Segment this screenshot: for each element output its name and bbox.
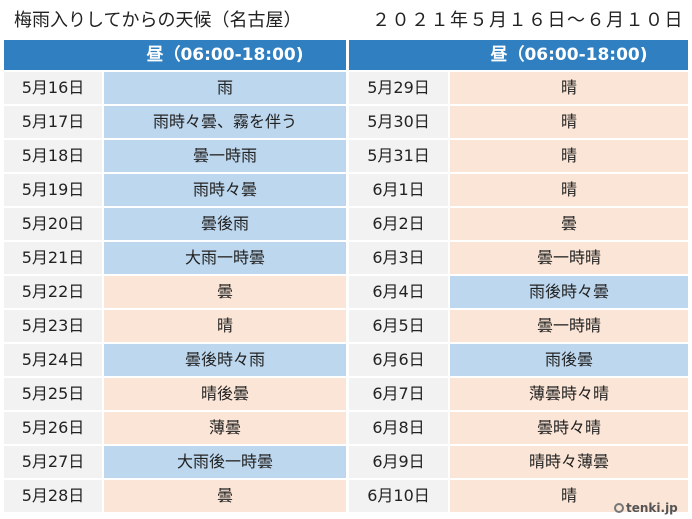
- table-row: 6月10日晴: [0, 480, 692, 512]
- table-row: 5月31日晴: [0, 140, 692, 172]
- header-right: 昼（06:00-18:00): [349, 40, 688, 70]
- left-weather-cell: 曇: [104, 480, 346, 512]
- right-weather-cell: 曇時々晴: [450, 412, 688, 444]
- left-weather-cell: 曇一時雨: [104, 140, 346, 172]
- left-weather-cell: 雨時々曇、霧を伴う: [104, 106, 346, 138]
- header-left: 昼（06:00-18:00): [4, 40, 346, 70]
- title-main: 梅雨入りしてからの天候（名古屋）: [14, 10, 302, 31]
- left-date-cell: 5月28日: [4, 480, 102, 512]
- table-row: 6月5日 曇一時晴: [0, 310, 692, 342]
- right-weather-cell: 雨後時々曇: [450, 276, 688, 308]
- right-weather-cell: 晴: [450, 140, 688, 172]
- table-row: 5月29日晴: [0, 72, 692, 104]
- title-date-range: ２０２１年５月１６日～６月１０日: [372, 10, 684, 31]
- left-date-cell: 5月23日: [4, 310, 102, 342]
- left-weather-cell: 薄曇: [104, 412, 346, 444]
- right-weather-cell: 曇: [450, 208, 688, 240]
- left-date-cell: 5月17日: [4, 106, 102, 138]
- right-date-cell: 6月8日: [349, 412, 448, 444]
- left-date-cell: 5月18日: [4, 140, 102, 172]
- tenki-logo-icon: [614, 503, 624, 513]
- page-title: 梅雨入りしてからの天候（名古屋） ２０２１年５月１６日～６月１０日: [14, 6, 684, 36]
- table-row: 5月20日 曇後雨: [0, 208, 692, 240]
- left-weather-cell: 曇後雨: [104, 208, 346, 240]
- table-row: 6月2日曇: [0, 208, 692, 240]
- table-row: 5月22日曇: [0, 276, 692, 308]
- right-date-cell: 5月31日: [349, 140, 448, 172]
- left-weather-cell: 曇: [104, 276, 346, 308]
- right-weather-cell: 薄曇時々晴: [450, 378, 688, 410]
- table-row: 5月30日晴: [0, 106, 692, 138]
- logo-text: tenki.jp: [626, 501, 678, 515]
- left-weather-cell: 大雨後一時曇: [104, 446, 346, 478]
- table-row: 6月7日 薄曇時々晴: [0, 378, 692, 410]
- right-weather-cell: 曇一時晴: [450, 310, 688, 342]
- left-weather-cell: 大雨一時曇: [104, 242, 346, 274]
- table-row: 5月18日 曇一時雨: [0, 140, 692, 172]
- table-row: 6月6日 雨後曇: [0, 344, 692, 376]
- table-row: 5月23日晴: [0, 310, 692, 342]
- right-date-cell: 6月2日: [349, 208, 448, 240]
- right-date-cell: 5月30日: [349, 106, 448, 138]
- left-weather-cell: 雨: [104, 72, 346, 104]
- left-date-cell: 5月24日: [4, 344, 102, 376]
- table-row: 5月24日 曇後時々雨: [0, 344, 692, 376]
- table-row: 5月21日 大雨一時曇: [0, 242, 692, 274]
- table-row: 6月4日 雨後時々曇: [0, 276, 692, 308]
- header-left-label: 昼（06:00-18:00): [146, 45, 304, 65]
- right-weather-cell: 曇一時晴: [450, 242, 688, 274]
- right-date-cell: 6月4日: [349, 276, 448, 308]
- table-row: 6月9日 晴時々薄曇: [0, 446, 692, 478]
- right-date-cell: 6月3日: [349, 242, 448, 274]
- left-date-cell: 5月26日: [4, 412, 102, 444]
- table-row: 5月28日曇: [0, 480, 692, 512]
- left-weather-cell: 晴後曇: [104, 378, 346, 410]
- right-weather-cell: 晴時々薄曇: [450, 446, 688, 478]
- table-row: 5月26日 薄曇: [0, 412, 692, 444]
- left-date-cell: 5月21日: [4, 242, 102, 274]
- tenki-logo: tenki.jp: [614, 500, 678, 516]
- left-date-cell: 5月16日: [4, 72, 102, 104]
- right-weather-cell: 晴: [450, 72, 688, 104]
- right-date-cell: 6月7日: [349, 378, 448, 410]
- table-row: 6月1日晴: [0, 174, 692, 206]
- table-row: 6月3日 曇一時晴: [0, 242, 692, 274]
- table-row: 5月27日 大雨後一時曇: [0, 446, 692, 478]
- table-row: 5月17日 雨時々曇、霧を伴う: [0, 106, 692, 138]
- left-weather-cell: 雨時々曇: [104, 174, 346, 206]
- left-weather-cell: 晴: [104, 310, 346, 342]
- table-row: 5月16日雨: [0, 72, 692, 104]
- left-date-cell: 5月20日: [4, 208, 102, 240]
- left-date-cell: 5月22日: [4, 276, 102, 308]
- right-weather-cell: 晴: [450, 480, 688, 512]
- left-date-cell: 5月25日: [4, 378, 102, 410]
- right-date-cell: 6月5日: [349, 310, 448, 342]
- header-right-label: 昼（06:00-18:00): [490, 45, 648, 65]
- right-date-cell: 6月10日: [349, 480, 448, 512]
- left-date-cell: 5月27日: [4, 446, 102, 478]
- table-row: 6月8日 曇時々晴: [0, 412, 692, 444]
- table-row: 5月25日 晴後曇: [0, 378, 692, 410]
- left-date-cell: 5月19日: [4, 174, 102, 206]
- right-weather-cell: 晴: [450, 174, 688, 206]
- left-weather-cell: 曇後時々雨: [104, 344, 346, 376]
- right-date-cell: 5月29日: [349, 72, 448, 104]
- right-date-cell: 6月1日: [349, 174, 448, 206]
- right-date-cell: 6月9日: [349, 446, 448, 478]
- table-row: 5月19日 雨時々曇: [0, 174, 692, 206]
- right-weather-cell: 雨後曇: [450, 344, 688, 376]
- right-date-cell: 6月6日: [349, 344, 448, 376]
- right-weather-cell: 晴: [450, 106, 688, 138]
